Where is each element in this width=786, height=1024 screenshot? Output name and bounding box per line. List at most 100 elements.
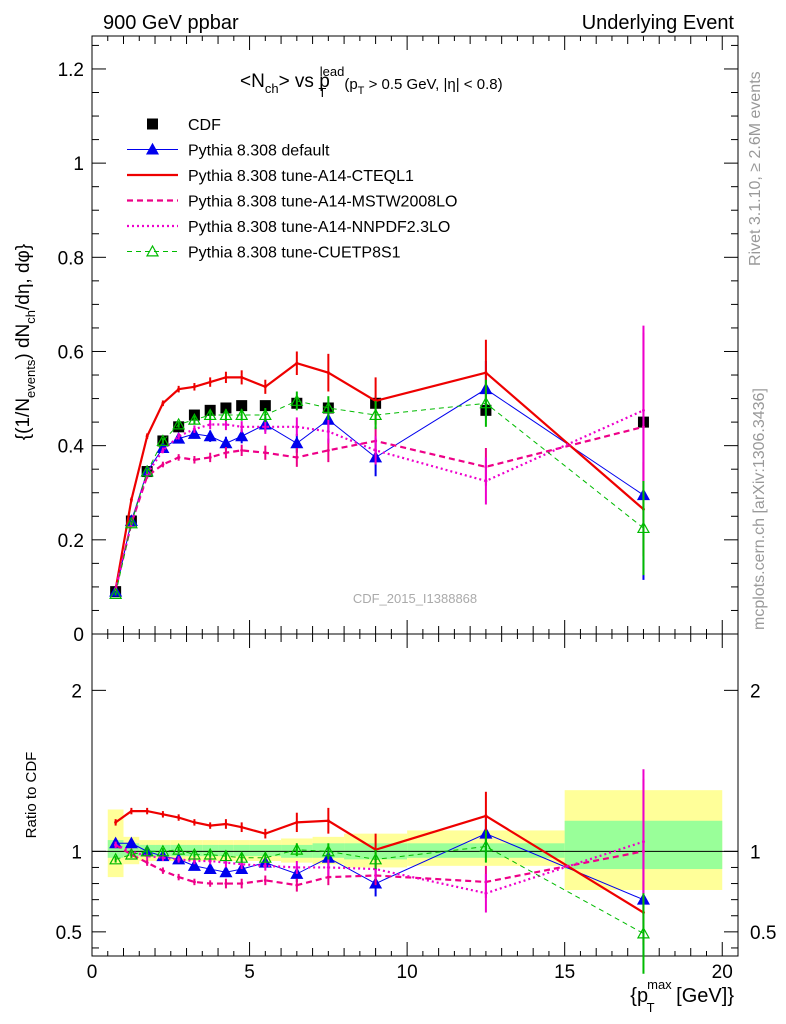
data-point	[326, 448, 330, 452]
data-point	[235, 408, 249, 421]
data-point	[177, 875, 181, 879]
data-point	[636, 926, 650, 939]
data-point	[172, 843, 186, 855]
data-point	[240, 825, 244, 829]
data-point	[203, 429, 217, 442]
data-point	[203, 862, 217, 875]
data-point	[479, 396, 493, 409]
ratio-y-tick-label: 1	[71, 842, 82, 863]
legend-marker-cuetp	[145, 244, 160, 257]
legend-label: Pythia 8.308 tune-A14-MSTW2008LO	[188, 194, 457, 211]
series-cuetp	[109, 379, 650, 599]
side-label-mcplots: mcplots.cern.ch [arXiv:1306.3436]	[751, 388, 768, 630]
data-point	[114, 843, 118, 847]
main-y-axis-label: {(1/Nevents) dNch/dη, dφ}	[13, 244, 38, 440]
legend-label: CDF	[188, 117, 221, 134]
data-point	[192, 385, 196, 389]
data-point	[240, 375, 244, 379]
data-point	[109, 587, 123, 599]
data-point	[263, 425, 267, 429]
data-point	[224, 422, 228, 426]
data-point	[235, 851, 249, 863]
data-point	[484, 891, 488, 895]
data-point	[192, 427, 196, 431]
data-point	[129, 809, 133, 813]
main-plot-area	[109, 325, 650, 599]
data-point	[484, 479, 488, 483]
data-point	[208, 859, 212, 863]
data-point	[224, 882, 228, 886]
data-point	[220, 402, 232, 414]
header-right: Underlying Event	[582, 12, 735, 34]
data-point	[326, 865, 330, 869]
data-point	[263, 385, 267, 389]
data-point	[161, 462, 165, 466]
y-tick-label: 0.6	[58, 342, 84, 363]
data-point	[109, 852, 123, 865]
data-point	[177, 455, 181, 459]
series-line-mstw	[115, 843, 644, 887]
series-default	[109, 360, 650, 597]
series-line-cteql1	[114, 362, 645, 590]
data-point	[145, 809, 149, 813]
y-tick-label: 0.2	[58, 531, 84, 552]
header-left: 900 GeV ppbar	[103, 12, 239, 34]
data-point	[224, 822, 228, 826]
data-point	[290, 843, 304, 855]
side-label-rivet: Rivet 3.1.10, ≥ 2.6M events	[747, 71, 764, 266]
data-point	[187, 847, 201, 860]
main-ticks: 0 0.2 0.4 0.6 0.8 1 1.2	[58, 36, 739, 646]
band-inner	[202, 844, 219, 857]
data-point	[369, 408, 383, 421]
data-point	[295, 361, 299, 365]
ratio-panel: 0.5 0.51 12 20 5 10 15 20 Ratio to CDF {pmax T […	[23, 633, 776, 1015]
data-point	[263, 878, 267, 882]
data-point	[224, 861, 228, 865]
y-tick-label: 0.4	[58, 437, 85, 458]
data-point	[114, 820, 118, 824]
y-tick-label: 1.2	[58, 60, 84, 81]
data-point	[145, 434, 149, 438]
data-point	[124, 836, 138, 849]
x-tick-label: 20	[712, 962, 733, 983]
watermark: CDF_2015_I1388868	[353, 591, 477, 606]
data-point	[187, 413, 201, 425]
data-point	[156, 434, 170, 446]
data-point	[192, 458, 196, 462]
x-tick-label: 0	[87, 962, 98, 983]
data-point	[208, 380, 212, 384]
legend-marker-default	[145, 142, 160, 155]
data-point	[263, 451, 267, 455]
data-point	[192, 820, 196, 824]
data-point	[263, 864, 267, 868]
data-point	[161, 812, 165, 816]
data-point	[290, 394, 304, 406]
data-point	[161, 401, 165, 405]
data-point	[326, 819, 330, 823]
legend: CDF Pythia 8.308 default Pythia 8.308 tune…	[127, 117, 457, 262]
data-point	[321, 844, 335, 857]
data-point	[295, 883, 299, 887]
series-data	[110, 396, 649, 598]
data-point	[161, 869, 165, 873]
series-line-nnpdf	[115, 840, 644, 895]
data-point	[240, 862, 244, 866]
y-tick-label: 1	[73, 154, 84, 175]
data-point	[124, 516, 138, 529]
series-line-cuetp	[115, 400, 644, 595]
series-line-nnpdf	[114, 409, 644, 590]
ratio-y-tick-label: 0.5	[56, 923, 82, 944]
series-cuetp	[109, 830, 650, 974]
data-point	[208, 824, 212, 828]
ratio-plot-area	[109, 769, 650, 974]
data-point	[177, 434, 181, 438]
band-inner	[249, 844, 282, 857]
data-point	[203, 847, 217, 860]
data-point	[219, 849, 233, 862]
legend-label: Pythia 8.308 tune-A14-NNPDF2.3LO	[188, 219, 450, 236]
ratio-y-tick-label-right: 1	[750, 842, 761, 863]
data-point	[224, 451, 228, 455]
legend-marker-data	[147, 118, 158, 130]
data-point	[259, 400, 271, 412]
